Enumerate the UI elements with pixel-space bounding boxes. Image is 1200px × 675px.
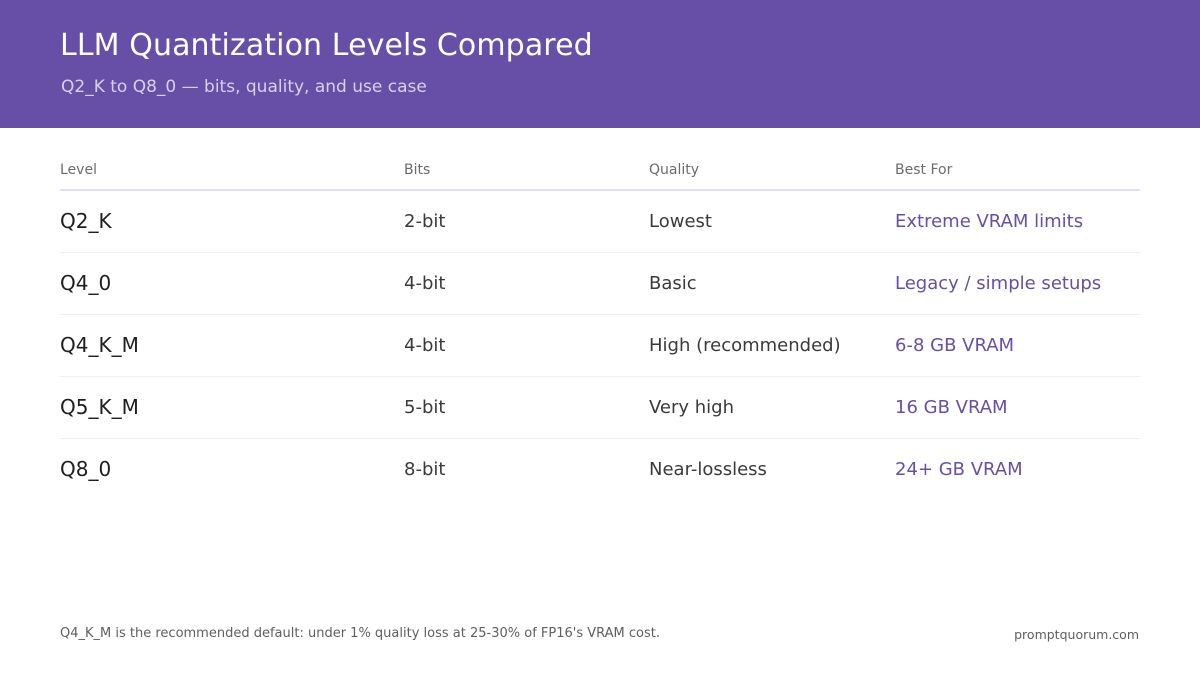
bits-cell: 4-bit — [404, 273, 446, 294]
page-title: LLM Quantization Levels Compared — [60, 28, 593, 63]
level-cell: Q2_K — [60, 209, 112, 233]
level-cell: Q5_K_M — [60, 395, 139, 419]
quality-cell: Very high — [649, 397, 735, 418]
best-for-cell: 6-8 GB VRAM — [895, 335, 1015, 356]
best-for-cell: Extreme VRAM limits — [895, 211, 1084, 232]
comparison-table: Level Bits Quality Best For Q2_K 2-bit L… — [60, 152, 1140, 500]
table-row: Q4_0 4-bit Basic Legacy / simple setups — [60, 253, 1140, 315]
bits-cell: 8-bit — [404, 459, 446, 480]
level-cell: Q4_0 — [60, 271, 112, 295]
quality-cell: High (recommended) — [649, 335, 841, 356]
bits-cell: 2-bit — [404, 211, 446, 232]
bits-cell: 5-bit — [404, 397, 446, 418]
table-row: Q2_K 2-bit Lowest Extreme VRAM limits — [60, 191, 1140, 253]
footer-site-link[interactable]: promptquorum.com — [1014, 627, 1139, 642]
table-header: Level Bits Quality Best For — [60, 152, 1140, 191]
best-for-cell: 24+ GB VRAM — [895, 459, 1023, 480]
column-header-bits: Bits — [404, 162, 431, 178]
best-for-cell: Legacy / simple setups — [895, 273, 1102, 294]
table-row: Q5_K_M 5-bit Very high 16 GB VRAM — [60, 377, 1140, 439]
header-banner: LLM Quantization Levels Compared Q2_K to… — [0, 0, 1200, 128]
best-for-cell: 16 GB VRAM — [895, 397, 1008, 418]
footer-note: Q4_K_M is the recommended default: under… — [60, 626, 660, 641]
quality-cell: Near-lossless — [649, 459, 767, 480]
quality-cell: Basic — [649, 273, 697, 294]
quality-cell: Lowest — [649, 211, 712, 232]
column-header-best-for: Best For — [895, 162, 953, 178]
page-subtitle: Q2_K to Q8_0 — bits, quality, and use ca… — [61, 77, 427, 97]
level-cell: Q8_0 — [60, 457, 112, 481]
table-row: Q4_K_M 4-bit High (recommended) 6-8 GB V… — [60, 315, 1140, 377]
table-row: Q8_0 8-bit Near-lossless 24+ GB VRAM — [60, 439, 1140, 500]
column-header-level: Level — [60, 162, 97, 178]
bits-cell: 4-bit — [404, 335, 446, 356]
column-header-quality: Quality — [649, 162, 700, 178]
level-cell: Q4_K_M — [60, 333, 139, 357]
